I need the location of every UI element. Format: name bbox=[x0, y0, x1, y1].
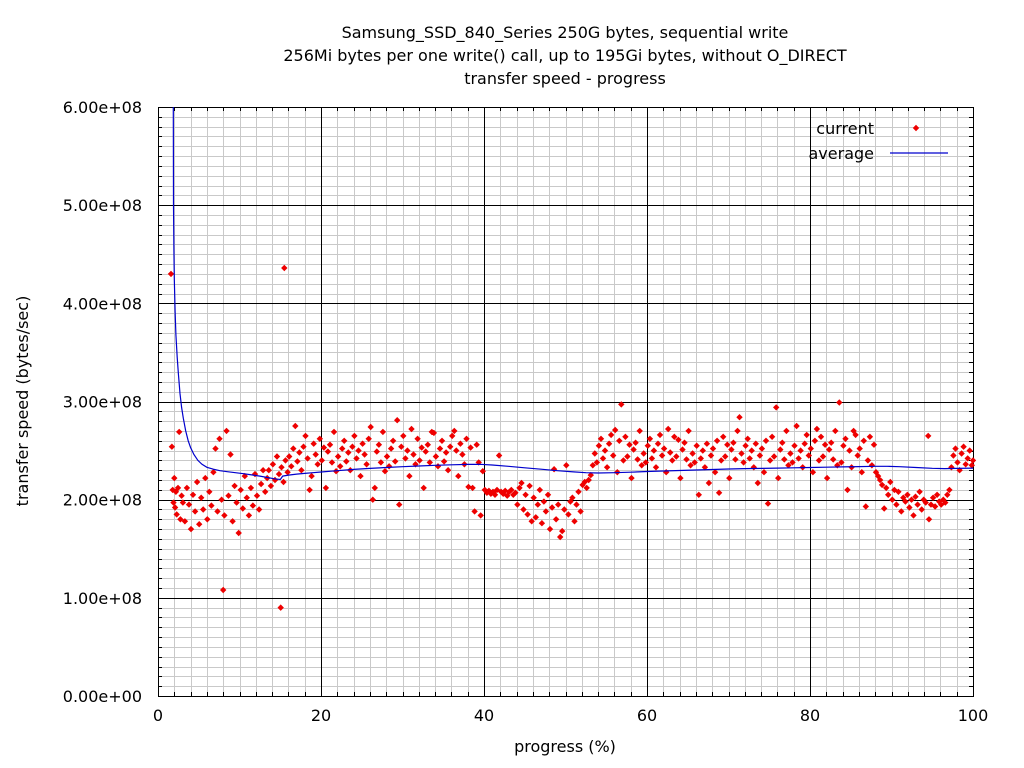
x-axis-label: progress (%) bbox=[514, 737, 616, 756]
y-tick-label-2.00e+08: 2.00e+08 bbox=[63, 491, 142, 510]
y-tick-label-6.00e+08: 6.00e+08 bbox=[63, 98, 142, 117]
y-tick-label-5.00e+08: 5.00e+08 bbox=[63, 196, 142, 215]
legend-label-current: current bbox=[816, 119, 874, 138]
legend-sample-markers bbox=[890, 124, 948, 154]
scatter-series-current bbox=[167, 264, 977, 611]
x-tick-label-60: 60 bbox=[637, 706, 657, 725]
y-tick-label-4.00e+08: 4.00e+08 bbox=[63, 294, 142, 313]
chart-title-line-2: 256Mi bytes per one write() call, up to … bbox=[283, 46, 847, 66]
legend-label-average: average bbox=[809, 144, 875, 163]
legend-marker-current bbox=[912, 124, 920, 132]
line-series-average bbox=[172, 106, 974, 481]
major-gridlines bbox=[158, 107, 973, 696]
x-tick-label-0: 0 bbox=[153, 706, 163, 725]
axis-tick-marks bbox=[158, 107, 973, 696]
x-tick-label-20: 20 bbox=[311, 706, 331, 725]
chart-title-line-3: transfer speed - progress bbox=[464, 69, 666, 88]
x-tick-label-80: 80 bbox=[800, 706, 820, 725]
x-tick-label-40: 40 bbox=[474, 706, 494, 725]
x-axis-tick-labels: 0 20 40 60 80 100 bbox=[153, 706, 988, 725]
chart-title-line-1: Samsung_SSD_840_Series 250G bytes, seque… bbox=[342, 23, 789, 43]
y-tick-label-3.00e+08: 3.00e+08 bbox=[63, 393, 142, 412]
y-axis-label: transfer speed (bytes/sec) bbox=[13, 296, 32, 507]
legend: current average bbox=[809, 119, 948, 163]
y-tick-label-0.00e+00: 0.00e+00 bbox=[63, 687, 142, 706]
x-tick-label-100: 100 bbox=[958, 706, 989, 725]
y-tick-label-1.00e+08: 1.00e+08 bbox=[63, 589, 142, 608]
y-axis-tick-labels: 0.00e+00 1.00e+08 2.00e+08 3.00e+08 4.00e+08… bbox=[63, 98, 142, 706]
